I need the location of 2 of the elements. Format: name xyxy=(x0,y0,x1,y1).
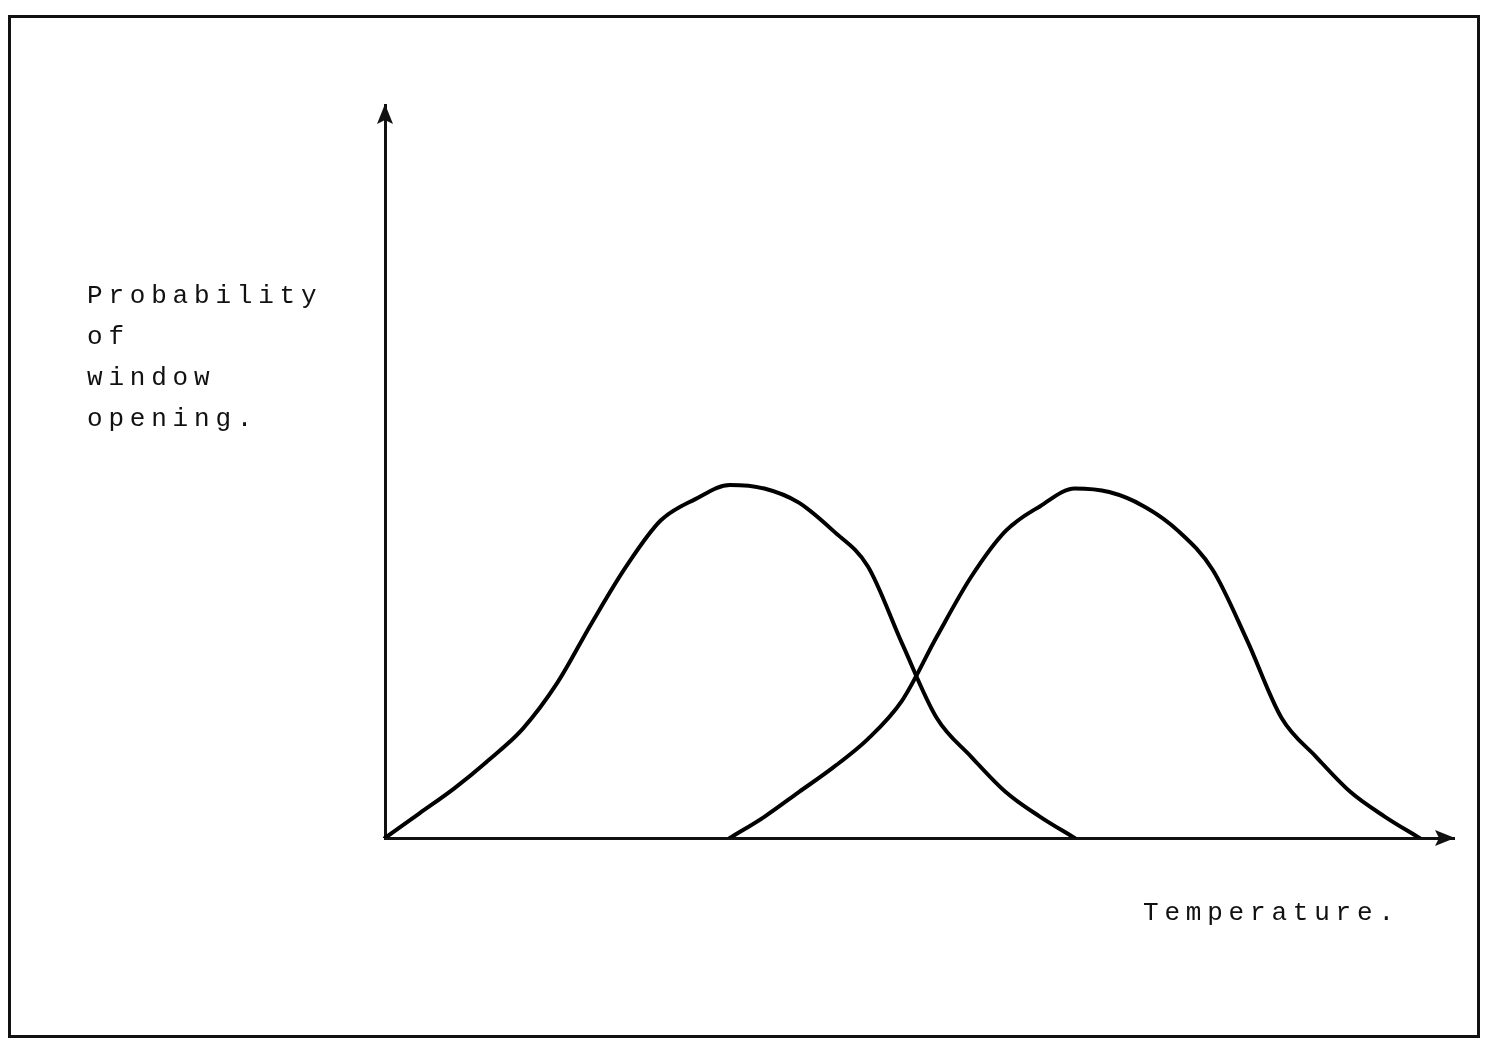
x-axis-title: Temperature. xyxy=(1143,897,1400,930)
y-axis-title: Probability of window opening. xyxy=(87,280,324,436)
